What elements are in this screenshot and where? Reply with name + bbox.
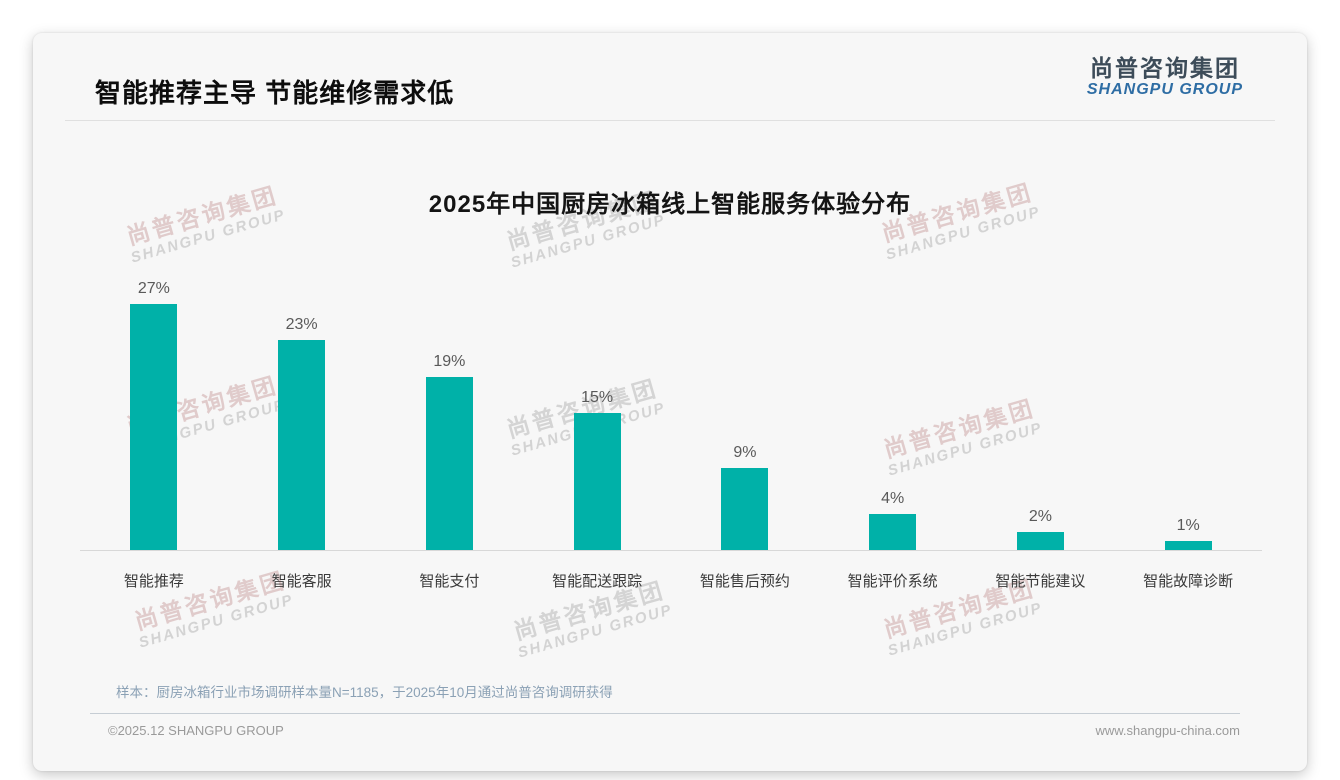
bar-value-label: 2%: [1028, 507, 1052, 525]
footer-divider: [90, 713, 1240, 714]
plot-area: 27% 23% 19% 15% 9% 4% 2% 1%: [80, 271, 1262, 551]
bar-slot: 1%: [1114, 271, 1262, 550]
header: 智能推荐主导 节能维修需求低 尚普咨询集团 SHANGPU GROUP: [33, 33, 1307, 121]
category-label: 智能客服: [271, 573, 332, 590]
category-label: 智能推荐: [123, 573, 184, 590]
footer: 样本：厨房冰箱行业市场调研样本量N=1185，于2025年10月通过尚普咨询调研…: [90, 681, 1240, 738]
bar-value-label: 1%: [1176, 516, 1200, 534]
chart-title: 2025年中国厨房冰箱线上智能服务体验分布: [428, 191, 912, 218]
bar: [1164, 540, 1212, 550]
sample-note: 样本：厨房冰箱行业市场调研样本量N=1185，于2025年10月通过尚普咨询调研…: [116, 685, 613, 700]
bar-value-label: 4%: [881, 489, 905, 507]
bar: [278, 340, 326, 550]
bar: [130, 304, 178, 550]
bar-value-label: 15%: [581, 389, 614, 407]
bar: [721, 468, 769, 550]
logo-text-cn: 尚普咨询集团: [1089, 55, 1240, 81]
bar: [573, 413, 621, 550]
bar: [869, 513, 917, 550]
category-axis: 智能推荐 智能客服 智能支付 智能配送跟踪 智能售后预约 智能评价系统 智能节能建议 智能故障…: [80, 570, 1262, 591]
bar: [1016, 531, 1064, 550]
category-label: 智能故障诊断: [1143, 573, 1234, 590]
bar-slot: 19%: [376, 271, 524, 550]
bar-slot: 27%: [80, 271, 228, 550]
website-text: www.shangpu-china.com: [1095, 723, 1240, 738]
bar-slot: 23%: [228, 271, 376, 550]
bar-slot: 9%: [671, 271, 819, 550]
slide-card: 尚普咨询集团 SHANGPU GROUP 尚普咨询集团 SHANGPU GROUP 尚普…: [33, 33, 1307, 771]
bar: [425, 376, 473, 550]
bar-value-label: 27%: [137, 280, 170, 298]
bar-slot: 4%: [819, 271, 967, 550]
category-label: 智能配送跟踪: [552, 573, 643, 590]
header-divider: [65, 120, 1275, 121]
category-label: 智能支付: [419, 573, 480, 590]
category-label: 智能售后预约: [699, 573, 790, 590]
logo-text-en: SHANGPU GROUP: [1086, 81, 1243, 99]
bar-value-label: 19%: [433, 352, 466, 370]
company-logo: 尚普咨询集团 SHANGPU GROUP: [1087, 55, 1243, 99]
category-label: 智能节能建议: [995, 573, 1086, 590]
bar-value-label: 9%: [733, 444, 757, 462]
bar-slot: 15%: [523, 271, 671, 550]
bar-value-label: 23%: [285, 316, 318, 334]
page-title: 智能推荐主导 节能维修需求低: [95, 78, 455, 108]
bar-slot: 2%: [967, 271, 1115, 550]
category-label: 智能评价系统: [847, 573, 938, 590]
copyright-text: ©2025.12 SHANGPU GROUP: [108, 723, 284, 738]
